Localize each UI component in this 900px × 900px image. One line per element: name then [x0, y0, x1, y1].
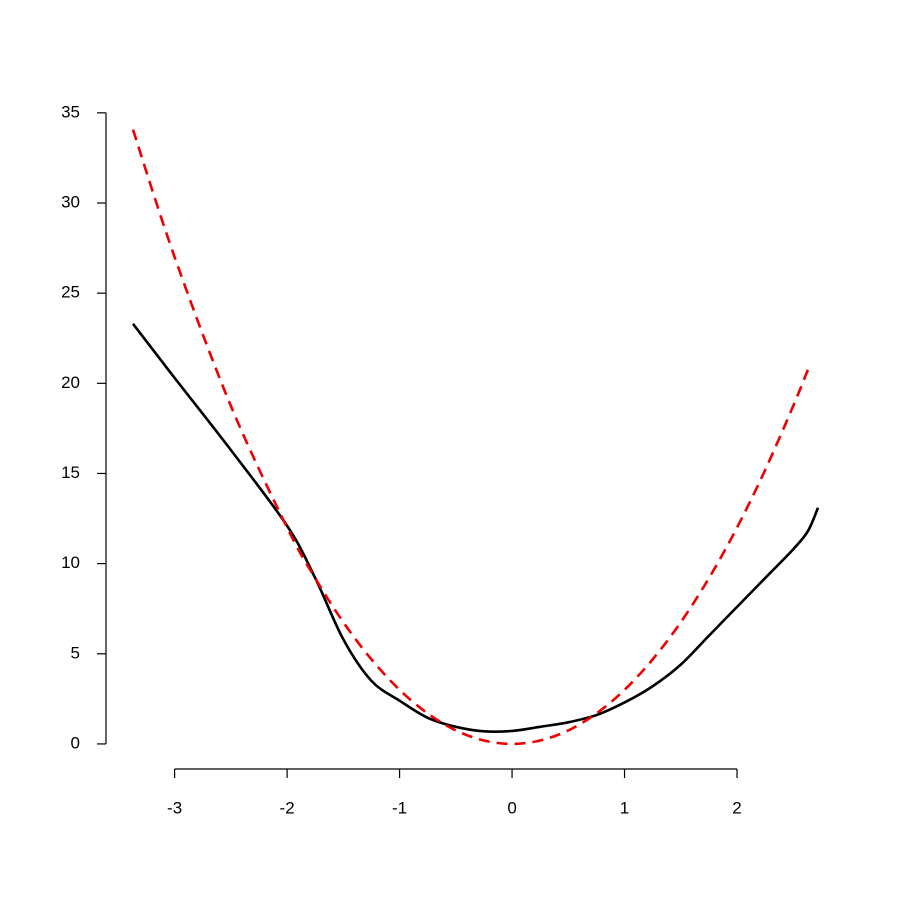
- series-line: [131, 129, 810, 746]
- x-tick-label: 2: [732, 798, 741, 817]
- x-tick-label: 1: [620, 798, 629, 817]
- x-tick-label: -2: [280, 798, 295, 817]
- x-tick-label: -1: [392, 798, 407, 817]
- x-tick-label: -3: [167, 798, 182, 817]
- y-tick-label: 25: [61, 283, 80, 302]
- y-tick-label: 10: [61, 553, 80, 572]
- y-tick-label: 30: [61, 192, 80, 211]
- x-tick-label: 0: [507, 798, 516, 817]
- y-tick-label: 15: [61, 463, 80, 482]
- series-line: [131, 323, 820, 734]
- y-tick-label: 5: [71, 643, 80, 662]
- y-tick-label: 35: [61, 102, 80, 121]
- y-tick-label: 20: [61, 373, 80, 392]
- y-tick-label: 0: [71, 733, 80, 752]
